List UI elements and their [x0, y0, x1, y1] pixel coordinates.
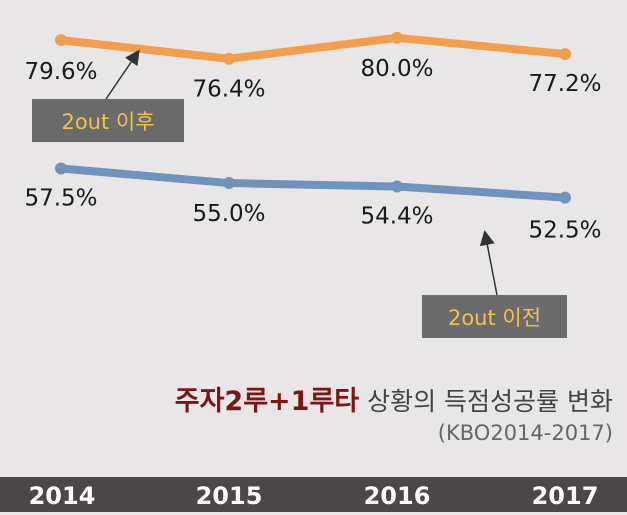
- x-tick-label: 2016: [363, 482, 431, 510]
- x-tick-label: 2014: [28, 482, 96, 510]
- data-point: [559, 48, 571, 61]
- data-point: [559, 191, 571, 204]
- data-point: [55, 162, 67, 175]
- chart-title-emphasis: 주자2루+1루타: [174, 386, 360, 417]
- x-tick-label: 2015: [195, 482, 263, 510]
- data-point: [391, 180, 403, 193]
- data-label: 76.4%: [192, 77, 265, 103]
- chart-subtitle: (KBO2014-2017): [437, 421, 613, 445]
- chart-title-block: 주자2루+1루타 상황의 득점성공률 변화 (KBO2014-2017): [175, 386, 613, 448]
- data-point: [223, 52, 235, 65]
- data-label: 77.2%: [528, 71, 601, 97]
- chart-title: 주자2루+1루타 상황의 득점성공률 변화: [175, 386, 613, 418]
- chart-title-rest: 상황의 득점성공률 변화: [367, 387, 613, 416]
- x-tick-label: 2017: [531, 482, 599, 510]
- data-label: 55.0%: [192, 201, 265, 227]
- data-label: 54.4%: [360, 204, 433, 230]
- series-callout-2out-after: 2out 이후: [32, 99, 184, 142]
- data-point: [55, 34, 67, 47]
- data-point: [223, 177, 235, 190]
- series-line: [60, 33, 566, 63]
- data-label: 79.6%: [24, 59, 97, 85]
- callout-arrow: [479, 230, 498, 296]
- x-axis-bar: 2014 2015 2016 2017: [0, 477, 627, 512]
- data-point: [391, 31, 403, 44]
- data-label: 57.5%: [24, 186, 97, 212]
- data-label: 80.0%: [360, 56, 433, 82]
- callout-arrow: [105, 49, 140, 100]
- series-line: [60, 164, 566, 202]
- series-callout-2out-before: 2out 이전: [422, 295, 567, 338]
- data-label: 52.5%: [528, 218, 601, 244]
